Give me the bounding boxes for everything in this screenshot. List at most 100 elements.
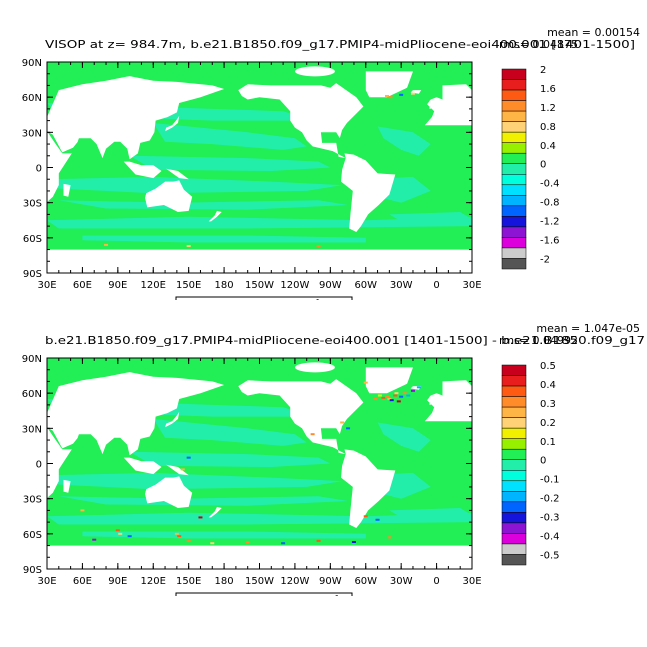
map-panel-top: 90N 60N 30N 0 30S 60S 90S 30E 60E 90E 120E 150E 180 1… — [0, 0, 647, 300]
colorbar-swatch — [501, 163, 527, 175]
range-sup: -1 — [313, 298, 320, 300]
colorbar-label: 0.3 — [540, 399, 556, 410]
colorbar-label: 0.1 — [540, 437, 556, 448]
anomaly-mark — [346, 427, 351, 430]
anomaly-mark — [180, 468, 185, 471]
colorbar-swatch — [501, 554, 527, 566]
colorbar-swatch — [501, 522, 527, 534]
anomaly-mark — [186, 539, 191, 542]
newguinea-land — [166, 168, 189, 180]
colorbar-label: -0.5 — [540, 550, 560, 561]
lat-label: 30S — [23, 495, 42, 506]
lon-label: 0 — [433, 576, 439, 587]
anomaly-mark — [104, 243, 109, 246]
colorbar-swatch — [501, 68, 527, 80]
lat-label: 90N — [22, 354, 42, 365]
colorbar-label: 0 — [540, 456, 546, 467]
samerica-land — [341, 449, 396, 528]
ocean-band — [47, 216, 472, 229]
europe-land — [424, 84, 472, 126]
lat-label: 90S — [23, 565, 42, 576]
lat-label: 30N — [22, 424, 42, 435]
anomaly-mark — [174, 532, 179, 535]
lat-label: 90S — [23, 269, 42, 280]
ocean-band — [129, 451, 331, 467]
lon-label: 90E — [108, 280, 127, 291]
map-area — [32, 62, 472, 273]
ocean-band — [129, 155, 331, 171]
anomaly-mark — [399, 93, 404, 96]
colorbar-swatch — [501, 216, 527, 228]
colorbar-swatch — [501, 512, 527, 524]
colorbar-swatch — [501, 205, 527, 217]
colorbar-label: 0.2 — [540, 418, 556, 429]
nz-land — [208, 506, 222, 518]
ocean-band — [389, 212, 472, 222]
anomaly-mark — [177, 535, 182, 538]
range-frame — [175, 296, 353, 300]
australia-land — [145, 180, 193, 212]
anomaly-mark — [416, 386, 421, 389]
ocean-band — [47, 472, 343, 490]
anomaly-mark — [381, 396, 386, 399]
anomaly-mark — [281, 542, 286, 545]
lon-label: 120W — [280, 576, 309, 587]
colorbar-swatch — [501, 491, 527, 503]
colorbar-swatch — [501, 226, 527, 238]
lat-label: 60N — [22, 93, 42, 104]
colorbar-swatch — [501, 543, 527, 555]
colorbar-label: -0.4 — [540, 179, 560, 190]
lon-label: 30E — [462, 576, 481, 587]
colorbar-swatch — [501, 480, 527, 492]
ocean-band — [153, 419, 307, 446]
nz-land — [208, 210, 222, 222]
ocean-band — [153, 123, 307, 150]
lon-label: 60E — [73, 576, 92, 587]
colorbar-swatch — [501, 501, 527, 513]
panel-title: VISOP at z= 984.7m, b.e21.B1850.f09_g17.… — [45, 38, 635, 51]
colorbar-swatch — [501, 533, 527, 545]
colorbar-label: -1.2 — [540, 217, 560, 228]
lon-label: 90W — [319, 280, 342, 291]
anomaly-mark — [375, 518, 380, 521]
eurasia-land — [47, 76, 225, 160]
anomaly-mark — [410, 389, 415, 392]
colorbar-label: -2 — [540, 254, 550, 265]
anomaly-mark — [363, 381, 368, 384]
colorbar-swatch — [501, 427, 527, 439]
colorbar-swatch — [501, 174, 527, 186]
uk-land — [429, 395, 436, 405]
lon-label: 90E — [108, 576, 127, 587]
anomaly-mark — [396, 400, 401, 403]
anomaly-mark — [363, 515, 368, 518]
eurasia-land — [47, 372, 225, 456]
rms-text: rms= 0.04992 — [499, 334, 578, 347]
anomaly-mark — [402, 392, 407, 395]
australia-land — [145, 476, 193, 508]
lon-label: 60W — [354, 576, 377, 587]
anomaly-mark — [393, 394, 398, 397]
colorbar-swatch — [501, 385, 527, 397]
lat-label: 60S — [23, 234, 42, 245]
anomaly-mark — [340, 421, 345, 424]
map-panel-bottom: 90N 60N 30N 0 30S 60S 90S 30E 60E 90E 120E 150E 180 1… — [0, 296, 647, 596]
africa-land — [32, 427, 72, 504]
anomaly-mark — [406, 394, 411, 397]
ice-patch — [294, 66, 335, 77]
anomaly-mark — [316, 539, 321, 542]
samerica-land — [341, 153, 396, 232]
anomaly-mark — [394, 392, 399, 395]
colorbar-swatch — [501, 100, 527, 112]
greenland-land — [365, 367, 413, 394]
anomaly-mark — [198, 516, 203, 519]
anomaly-mark — [351, 541, 356, 544]
lon-label: 150W — [245, 280, 274, 291]
colorbar-swatch — [501, 438, 527, 450]
colorbar-swatch — [501, 247, 527, 259]
uk-land — [429, 99, 436, 109]
rms-text: rms= 0.04875 — [499, 38, 578, 51]
lon-label: 30E — [37, 576, 56, 587]
lon-label: 30W — [390, 280, 413, 291]
anomaly-mark — [385, 94, 389, 97]
